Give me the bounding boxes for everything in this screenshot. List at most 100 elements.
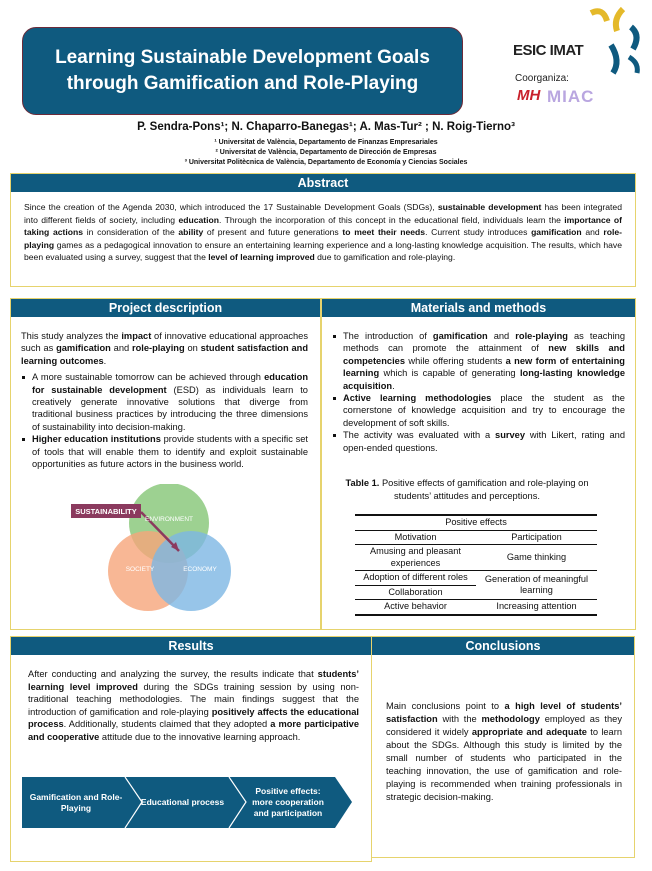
text-run: The activity was evaluated with a <box>343 430 496 441</box>
emphasis-text: Active learning methodologies <box>343 393 492 404</box>
abstract-text: Since the creation of the Agenda 2030, w… <box>11 192 635 264</box>
project-content: This study analyzes the impact of innova… <box>11 317 320 470</box>
affiliation: ³ Universitat Politècnica de València, D… <box>184 159 468 166</box>
text-run: with Likert, rating and open-ended quest… <box>343 430 625 453</box>
emphasis-text: appropriate and adequate <box>471 727 587 737</box>
emphasis-text: gamification <box>531 227 582 238</box>
text-run: in consideration of the <box>83 227 179 238</box>
table-caption: Table 1. Positive effects of gamificatio… <box>342 477 592 502</box>
text-run: and <box>581 227 604 238</box>
text-run: while offering students <box>405 355 506 366</box>
project-bullet: Higher education institutions provide st… <box>21 433 308 470</box>
title-line-2: through Gamification and Role-Playing <box>66 73 419 94</box>
poster-title: Learning Sustainable Development Goals t… <box>22 27 463 115</box>
text-run: games as a pedagogical innovation to ens… <box>24 239 622 263</box>
table-caption-label: Table 1. <box>345 478 380 488</box>
text-run: Since the creation of the Agenda 2030, w… <box>24 202 438 212</box>
emphasis-text: role-playing <box>131 343 185 354</box>
methods-bullet: The introduction of gamification and rol… <box>332 330 625 392</box>
methods-content: The introduction of gamification and rol… <box>322 317 635 454</box>
text-run: as teaching methods can promote the atta… <box>343 331 625 354</box>
text-run: of present and future generations <box>203 227 343 238</box>
sustainability-venn-diagram: SUSTAINABILITY ENVIRONMENT SOCIETY ECONO… <box>71 484 231 611</box>
text-run: Main conclusions point to <box>386 701 505 711</box>
esic-imat-logo: ESIC IMAT <box>513 42 584 59</box>
emphasis-text: new skills and competencies <box>343 343 625 366</box>
emphasis-text: a high level of students’ satisfaction <box>386 701 622 724</box>
economy-circle <box>151 531 231 611</box>
emphasis-text: impact <box>121 331 152 341</box>
text-run: to learn about the SDGs. Although this s… <box>386 727 622 802</box>
table-cell: Game thinking <box>506 551 567 562</box>
text-run: employed as they considered it widely <box>386 714 622 737</box>
text-run: has been integrated into different field… <box>24 202 622 225</box>
logos: ESIC IMAT Coorganiza: MH MIAC <box>505 5 645 115</box>
university-logo-icon: MH <box>517 87 541 104</box>
text-run: . <box>392 380 395 391</box>
abstract-heading: Abstract <box>11 174 635 192</box>
methods-bullet: The activity was evaluated with a survey… <box>332 429 625 454</box>
abstract-section: Abstract Since the creation of the Agend… <box>10 173 636 287</box>
project-intro: This study analyzes the impact of innova… <box>21 330 308 367</box>
text-run: (ESD) as individuals learn to creatively… <box>32 384 308 432</box>
materials-methods-section: Materials and methods The introduction o… <box>321 298 636 630</box>
table-cell: Increasing attention <box>496 601 577 611</box>
sustainability-label: SUSTAINABILITY <box>75 507 137 516</box>
text-run: and <box>487 331 516 341</box>
text-run: . Through the incorporation of this conc… <box>219 214 565 225</box>
affiliations: ¹ Universitat de València, Departamento … <box>0 138 652 168</box>
conclusions-text: Main conclusions point to a high level o… <box>372 655 634 804</box>
project-description-section: Project description This study analyzes … <box>10 298 321 630</box>
text-run: . Current study introduces <box>425 227 532 238</box>
conclusions-section: Conclusions Main conclusions point to a … <box>371 636 635 858</box>
emphasis-text: role-playing <box>515 331 568 341</box>
emphasis-text: importance of taking actions <box>24 214 622 238</box>
table-cell: Active behavior <box>384 601 447 611</box>
text-run: place the student as the cornerstone of … <box>343 393 625 428</box>
text-run: of innovative educational approaches suc… <box>21 331 309 354</box>
emphasis-text: to meet their needs <box>342 227 426 238</box>
text-run: with the <box>437 714 482 724</box>
environment-label: ENVIRONMENT <box>145 516 193 523</box>
callout-box <box>71 504 141 518</box>
results-heading: Results <box>11 637 371 655</box>
emphasis-text: gamification <box>56 343 111 354</box>
economy-label: ECONOMY <box>183 566 217 573</box>
emphasis-text: methodology <box>481 714 540 724</box>
miac-logo: MIAC <box>547 87 595 106</box>
methods-heading: Materials and methods <box>322 299 635 317</box>
emphasis-text: student satisfaction and learning outcom… <box>21 343 308 366</box>
emphasis-text: gamification <box>432 331 488 341</box>
text-run: provide students with a specific set of … <box>32 434 309 470</box>
emphasis-text: sustainable development <box>437 202 542 212</box>
emphasis-text: students’ learning level improved <box>28 669 359 692</box>
text-run: on <box>184 343 201 354</box>
emphasis-text: ability <box>178 227 204 238</box>
emphasis-text: role-playing <box>24 227 623 250</box>
process-flow-arrows <box>22 777 352 828</box>
emphasis-text: education for sustainable development <box>32 372 308 395</box>
project-heading: Project description <box>11 299 320 317</box>
emphasis-text: positively affects the educational proce… <box>28 706 359 730</box>
table-cell: Collaboration <box>388 586 443 597</box>
emphasis-text: long-lasting knowledge acquisition <box>343 368 625 391</box>
results-section: Results After conducting and analyzing t… <box>10 636 372 862</box>
emphasis-text: a new form of entertaining learning <box>343 355 625 379</box>
title-line-1: Learning Sustainable Development Goals <box>55 47 430 68</box>
emphasis-text: level of learning improved <box>208 252 315 263</box>
authors: P. Sendra-Pons¹; N. Chaparro-Banegas¹; A… <box>137 121 515 133</box>
table-cell: Amusing and pleasant experiences <box>370 546 461 568</box>
text-run: during the SDGs training session by usin… <box>28 681 359 717</box>
text-run: . <box>103 355 107 366</box>
text-run: attitude due to the innovative learning … <box>99 731 301 742</box>
table-cell: Adoption of different roles <box>355 570 476 586</box>
flow-step: Educational process <box>140 797 225 807</box>
imat-logo-icon <box>589 6 640 75</box>
text-run: which is capable of generating <box>379 368 520 379</box>
text-run: . Additionally, students claimed that th… <box>63 719 271 730</box>
affiliation: ² Universitat de València, Departamento … <box>215 149 437 156</box>
emphasis-text: Higher education institutions <box>32 434 161 445</box>
flow-step: Gamification and Role-Playing <box>29 791 123 813</box>
text-run: and <box>110 343 132 354</box>
flow-step: Positive effects: more cooperation and p… <box>252 786 324 818</box>
